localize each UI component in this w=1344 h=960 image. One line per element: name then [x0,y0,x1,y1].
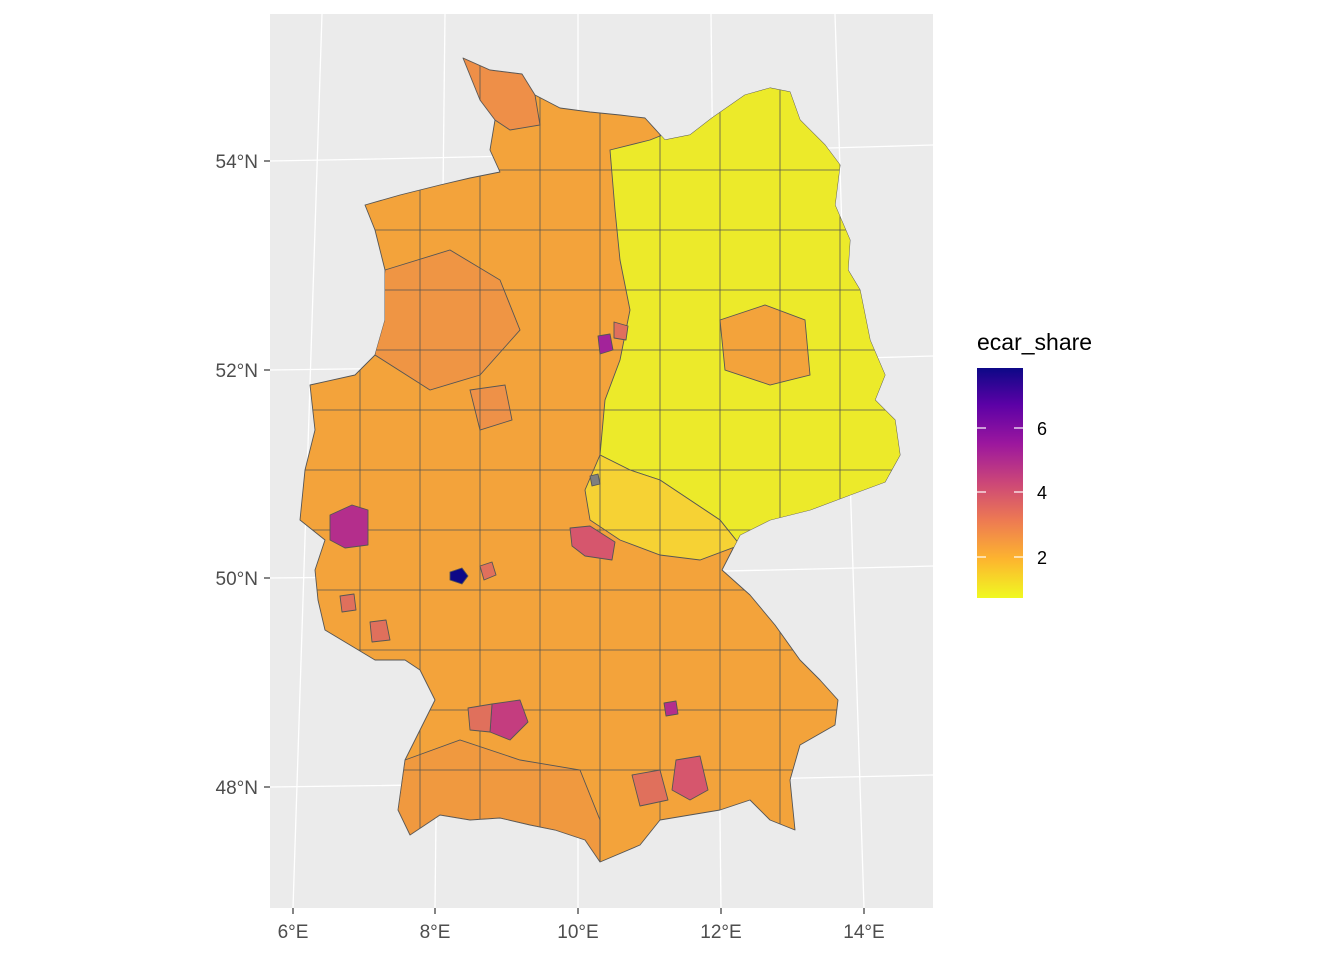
lon-label-12: 12°E [700,922,741,943]
district-bonn [339,593,357,613]
legend-tick-2: 2 [1037,548,1047,568]
legend-tick-4: 4 [1037,483,1047,503]
legend-colorbar [977,368,1023,598]
germany-districts [299,57,901,863]
lon-label-10: 10°E [557,922,598,943]
district-munich-neighbor [631,769,669,807]
legend: ecar_share 6 4 2 [977,329,1092,598]
lat-label-52: 52°N [216,361,258,382]
lon-label-8: 8°E [420,922,451,943]
brandenburg-orange-district [719,304,811,386]
x-axis: 6°E 8°E 10°E 12°E 14°E [278,908,885,943]
legend-title: ecar_share [977,329,1092,355]
district-munich [671,755,709,801]
lat-label-50: 50°N [216,569,258,590]
district-aachen [329,504,369,549]
district-coburg [569,525,616,561]
district-na [589,473,601,487]
district-ingolstadt [663,700,679,717]
northwest-orange-region [374,249,521,391]
lon-label-6: 6°E [278,922,309,943]
lon-label-14: 14°E [843,922,884,943]
lat-label-54: 54°N [216,152,258,173]
y-axis: 54°N 52°N 50°N 48°N [216,152,270,799]
district-stuttgart-neighbor [467,703,493,733]
district-trier [369,619,391,643]
district-mainz [449,567,469,585]
district-wolfsburg [597,333,614,355]
lat-label-48: 48°N [216,778,258,799]
district-frankfurt [479,561,497,581]
district-wolfsburg-neighbor [613,321,629,341]
legend-tick-6: 6 [1037,419,1047,439]
hesse-district [469,384,513,431]
